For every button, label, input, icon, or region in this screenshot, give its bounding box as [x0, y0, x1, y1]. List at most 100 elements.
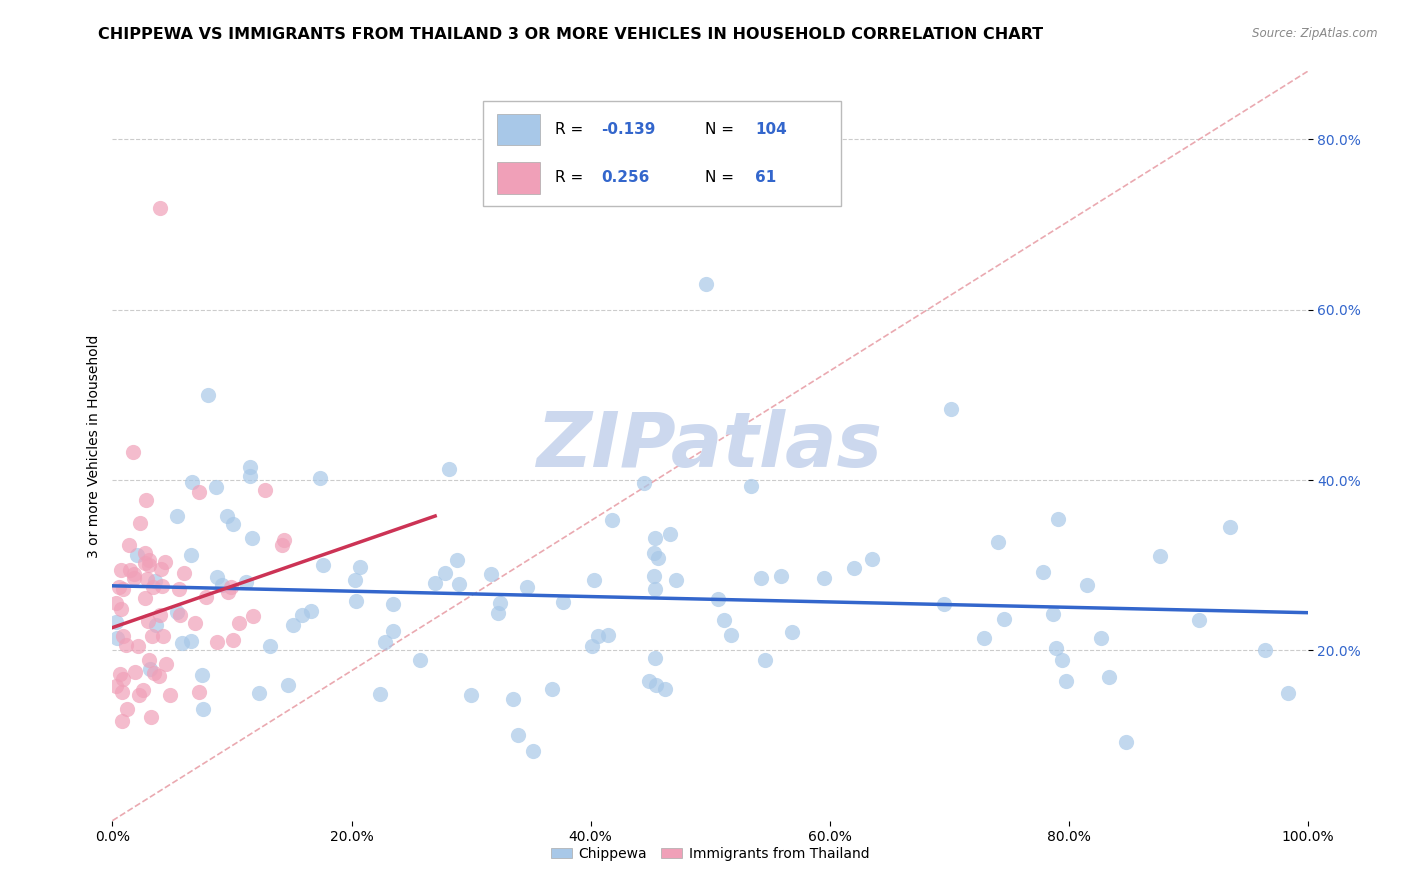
Point — [706, 591, 728, 606]
Point — [124, 572, 146, 586]
Point — [437, 462, 460, 476]
Point — [754, 653, 776, 667]
Point — [638, 674, 661, 689]
Point — [813, 571, 835, 585]
Point — [541, 681, 564, 696]
Point — [299, 604, 322, 618]
Text: Source: ZipAtlas.com: Source: ZipAtlas.com — [1253, 27, 1378, 40]
Point — [987, 535, 1010, 549]
Point — [111, 685, 134, 699]
Point — [489, 596, 512, 610]
Point — [143, 666, 166, 681]
Point — [217, 585, 239, 599]
Point — [129, 516, 152, 531]
Point — [434, 566, 457, 581]
Point — [633, 475, 655, 490]
Point — [309, 471, 332, 485]
Point — [105, 679, 128, 693]
Point — [138, 553, 160, 567]
Point — [136, 572, 159, 586]
Point — [215, 508, 238, 523]
Point — [110, 562, 132, 576]
Point — [506, 728, 529, 742]
Point — [1219, 520, 1241, 534]
Point — [122, 445, 145, 459]
Point — [207, 570, 229, 584]
Point — [780, 624, 803, 639]
Point — [247, 686, 270, 700]
Point — [145, 617, 167, 632]
Point — [238, 459, 260, 474]
Point — [551, 595, 574, 609]
Point — [181, 475, 204, 490]
Point — [188, 685, 211, 699]
Point — [644, 531, 666, 545]
Point — [291, 607, 314, 622]
Point — [153, 555, 176, 569]
Point — [191, 702, 214, 716]
Point — [643, 546, 665, 560]
Point — [143, 574, 166, 588]
Point — [221, 580, 243, 594]
Y-axis label: 3 or more Vehicles in Household: 3 or more Vehicles in Household — [87, 334, 101, 558]
Point — [134, 546, 156, 560]
Point — [105, 615, 128, 629]
Point — [117, 702, 139, 716]
Point — [586, 629, 609, 643]
Point — [139, 710, 162, 724]
Point — [460, 688, 482, 702]
Point — [368, 687, 391, 701]
Point — [382, 624, 405, 639]
Point — [242, 609, 264, 624]
Point — [1047, 511, 1070, 525]
Point — [159, 688, 181, 702]
Point — [502, 692, 524, 706]
Point — [149, 607, 172, 622]
Point — [1097, 670, 1119, 684]
Point — [150, 562, 173, 576]
Point — [932, 597, 955, 611]
Point — [169, 607, 191, 622]
Point — [132, 683, 155, 698]
Point — [127, 549, 149, 563]
Point — [188, 485, 211, 500]
Point — [166, 605, 188, 619]
Point — [973, 631, 995, 645]
Point — [769, 569, 792, 583]
Point — [149, 201, 172, 215]
Point — [141, 629, 163, 643]
Point — [205, 635, 228, 649]
Point — [343, 573, 366, 587]
Point — [166, 508, 188, 523]
Point — [242, 532, 264, 546]
Point — [720, 628, 742, 642]
Point — [1076, 578, 1098, 592]
Point — [222, 632, 245, 647]
Point — [596, 628, 619, 642]
Point — [112, 672, 135, 686]
Point — [643, 568, 665, 582]
Point — [486, 606, 509, 620]
Point — [382, 598, 405, 612]
Point — [110, 667, 132, 681]
Point — [148, 668, 170, 682]
Point — [312, 558, 335, 572]
Point — [138, 652, 160, 666]
Point — [120, 563, 142, 577]
Point — [228, 616, 250, 631]
Point — [1032, 565, 1054, 579]
Point — [713, 613, 735, 627]
Point — [118, 538, 141, 552]
Point — [127, 639, 149, 653]
Text: ZIPatlas: ZIPatlas — [537, 409, 883, 483]
Point — [583, 574, 606, 588]
Point — [1115, 735, 1137, 749]
Point — [135, 493, 157, 508]
Point — [184, 615, 207, 630]
Point — [191, 668, 214, 682]
Point — [740, 479, 762, 493]
Point — [239, 468, 262, 483]
Point — [644, 582, 666, 596]
Point — [1277, 686, 1299, 700]
Point — [581, 640, 603, 654]
